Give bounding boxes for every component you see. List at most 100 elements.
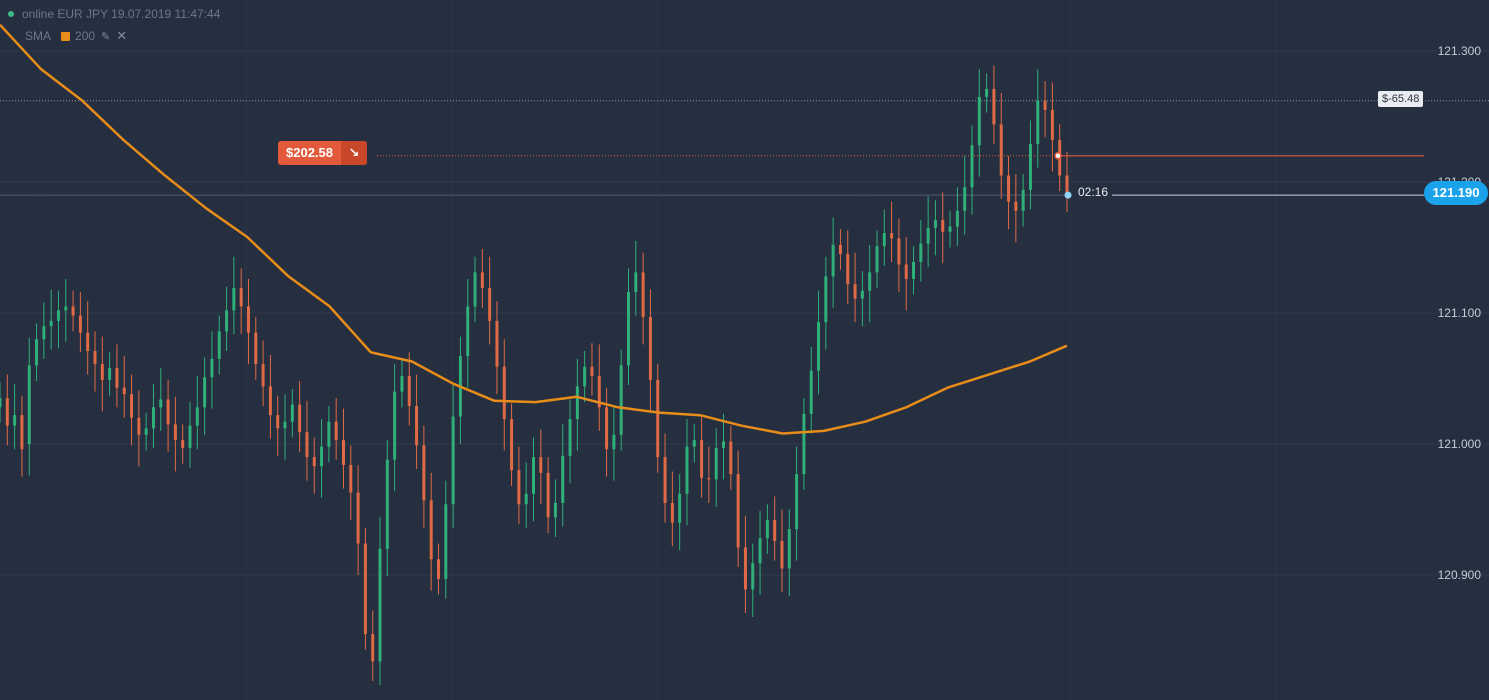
current-price-badge: 121.190 <box>1424 181 1488 205</box>
candle-body <box>188 425 192 448</box>
candle-body <box>546 472 550 518</box>
candle-body <box>56 310 60 321</box>
candle-body <box>173 424 177 441</box>
close-icon[interactable]: ✕ <box>116 28 128 43</box>
indicator-name: SMA <box>25 29 52 43</box>
candle-body <box>422 445 426 501</box>
candle-body <box>809 370 813 414</box>
candle-body <box>824 276 828 323</box>
arrow-down-right-icon: ↘ <box>341 141 367 165</box>
candle-body <box>1050 109 1054 141</box>
candle-body <box>700 440 704 479</box>
candle-body <box>225 310 229 332</box>
candle-body <box>970 145 974 188</box>
candle-body <box>802 413 806 475</box>
candle-body <box>963 187 967 211</box>
candle-body <box>904 264 908 279</box>
candle-body <box>919 243 923 262</box>
candle-body <box>42 326 46 340</box>
candle-body <box>634 272 638 293</box>
candle-body <box>488 288 492 321</box>
candle-body <box>0 398 2 408</box>
indicator-period: 200 <box>75 29 96 43</box>
candle-body <box>999 124 1003 176</box>
candle-body <box>692 440 696 447</box>
candle-body <box>860 290 864 299</box>
y-tick-label: 120.900 <box>1437 568 1481 582</box>
candle-body <box>955 210 959 227</box>
candle-body <box>627 292 631 366</box>
candle-body <box>1065 175 1069 193</box>
candle-body <box>466 306 470 357</box>
candle-body <box>670 502 674 523</box>
live-status-icon <box>8 11 14 17</box>
candle-body <box>583 366 587 387</box>
candle-body <box>758 538 762 564</box>
candle-body <box>933 219 937 228</box>
candle-body <box>13 415 17 426</box>
candle-body <box>268 386 272 416</box>
candle-body <box>312 457 316 467</box>
candle-body <box>495 320 499 367</box>
candle-body <box>510 419 514 471</box>
candle-body <box>882 233 886 247</box>
candle-body <box>35 339 39 366</box>
candle-body <box>605 407 609 450</box>
candle-body <box>115 368 119 388</box>
candle-body <box>532 457 535 494</box>
candle-body <box>1036 100 1040 145</box>
candle-body <box>78 315 82 333</box>
candle-body <box>393 391 397 460</box>
candle-body <box>773 519 777 541</box>
candle-body <box>575 386 579 420</box>
candle-body <box>678 493 682 523</box>
candle-body <box>1043 100 1047 110</box>
candle-body <box>451 416 455 505</box>
sma-line <box>0 23 1068 435</box>
candle-body <box>897 238 901 265</box>
candle-body <box>407 375 411 407</box>
candle-body <box>49 320 53 327</box>
candle-body <box>868 272 872 291</box>
candle-body <box>561 455 565 503</box>
candle-body <box>1028 144 1032 190</box>
candle-body <box>378 548 382 662</box>
candle-body <box>217 331 221 359</box>
y-tick-label: 121.000 <box>1437 437 1481 451</box>
candle-body <box>612 434 616 450</box>
deal-marker <box>1054 152 1062 160</box>
candle-body <box>261 364 265 387</box>
candle-body <box>5 398 9 426</box>
candle-body <box>371 633 375 662</box>
level-value-badge: $-65.48 <box>1378 91 1424 107</box>
deal-profit-badge[interactable]: $202.58 ↘ <box>278 141 367 165</box>
candle-body <box>429 500 433 560</box>
candle-body <box>597 375 601 408</box>
candle-body <box>1007 175 1011 202</box>
candle-body <box>502 366 506 420</box>
candle-body <box>985 88 989 97</box>
candle-body <box>327 421 331 447</box>
candle-body <box>86 332 90 351</box>
candle-body <box>765 519 769 539</box>
candle-body <box>568 419 572 456</box>
candle-body <box>334 421 338 441</box>
candle-body <box>349 464 353 493</box>
candle-body <box>780 540 784 569</box>
candle-body <box>736 474 740 548</box>
candle-body <box>151 407 155 429</box>
candle-body <box>210 358 214 378</box>
candle-body <box>656 379 660 458</box>
candle-body <box>122 387 126 395</box>
candle-body <box>831 244 835 277</box>
pencil-icon[interactable]: ✎ <box>101 30 111 43</box>
candle-body <box>305 432 309 458</box>
candle-body <box>181 440 185 448</box>
candle-body <box>232 288 236 311</box>
candle-body <box>144 428 148 435</box>
candle-body <box>290 404 294 422</box>
candle-body <box>400 375 404 392</box>
candle-body <box>619 365 623 435</box>
